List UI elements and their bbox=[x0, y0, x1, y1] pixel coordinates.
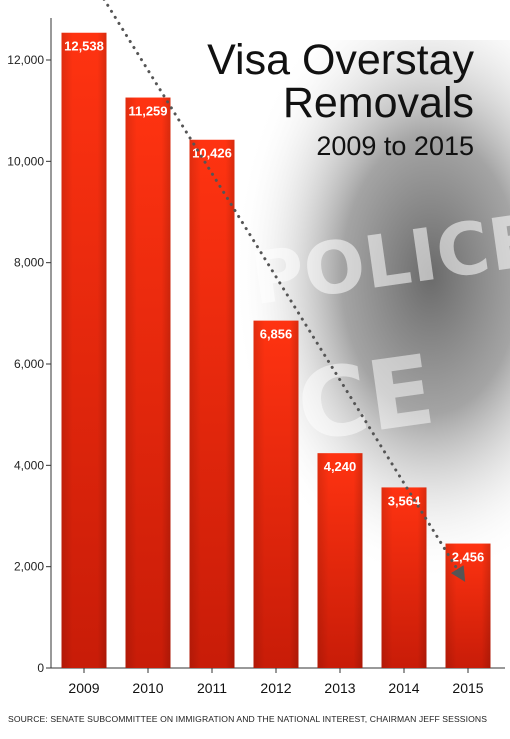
chart-title-line2: Removals bbox=[283, 79, 474, 127]
data-label-2012: 6,856 bbox=[260, 327, 293, 342]
bar-shade-2010 bbox=[125, 97, 171, 668]
bar-shade-2011 bbox=[189, 139, 235, 668]
y-tick-label: 10,000 bbox=[7, 154, 44, 168]
y-tick-label: 2,000 bbox=[14, 560, 44, 574]
data-label-2015: 2,456 bbox=[452, 550, 485, 565]
bar-shade-2015 bbox=[445, 543, 491, 668]
y-ticks: 0 2,000 4,000 6,000 8,000 10,000 12,000 bbox=[7, 53, 51, 675]
bar-shade-2012 bbox=[253, 320, 299, 668]
x-tick-label-2009: 2009 bbox=[68, 680, 99, 696]
y-tick-label: 6,000 bbox=[14, 357, 44, 371]
bars bbox=[61, 32, 491, 668]
chart-title-line1: Visa Overstay bbox=[207, 36, 474, 84]
x-tick-label-2011: 2011 bbox=[197, 680, 227, 696]
x-tick-label-2015: 2015 bbox=[452, 680, 483, 696]
bar-shade-2013 bbox=[317, 453, 363, 668]
y-tick-label: 12,000 bbox=[7, 53, 44, 67]
data-labels: 12,538 11,259 10,426 6,856 4,240 3,564 2,456 bbox=[64, 39, 484, 565]
bar-shade-2014 bbox=[381, 487, 427, 668]
x-tick-label-2013: 2013 bbox=[324, 680, 355, 696]
x-tick-label-2010: 2010 bbox=[132, 680, 163, 696]
source-note: SOURCE: SENATE SUBCOMMITTEE ON IMMIGRATI… bbox=[8, 714, 487, 724]
y-tick-label: 8,000 bbox=[14, 256, 44, 270]
y-tick-label: 0 bbox=[37, 661, 44, 675]
data-label-2009: 12,538 bbox=[64, 39, 104, 54]
bar-shade-2009 bbox=[61, 32, 107, 668]
chart-subtitle: 2009 to 2015 bbox=[316, 131, 474, 161]
trend-line bbox=[102, 0, 466, 582]
x-tick-label-2014: 2014 bbox=[388, 680, 419, 696]
data-label-2014: 3,564 bbox=[388, 493, 421, 508]
x-ticks: 2009 2010 2011 2012 2013 2014 2015 bbox=[68, 668, 484, 696]
y-tick-label: 4,000 bbox=[14, 458, 44, 472]
data-label-2013: 4,240 bbox=[324, 459, 357, 474]
x-tick-label-2012: 2012 bbox=[260, 680, 291, 696]
data-label-2011: 10,426 bbox=[192, 146, 232, 161]
data-label-2010: 11,259 bbox=[128, 104, 167, 119]
